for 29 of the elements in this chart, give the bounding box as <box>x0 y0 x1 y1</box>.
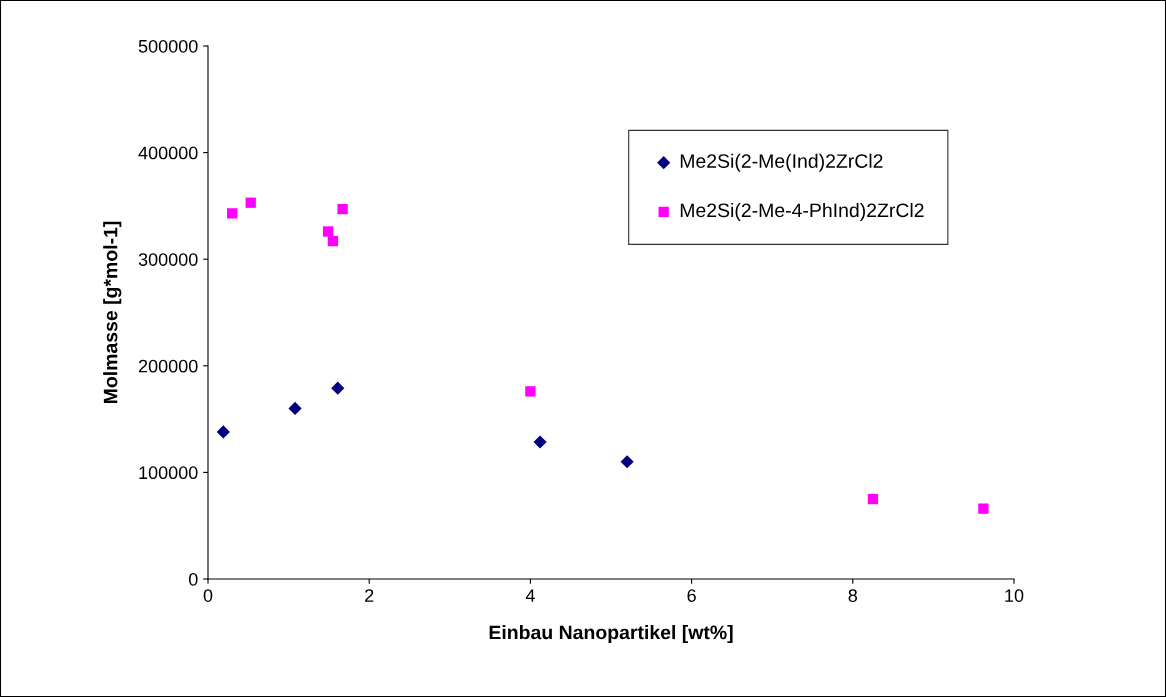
point <box>327 235 339 247</box>
y-axis-title: Molmasse [g*mol-1] <box>103 221 122 404</box>
y-tick-label: 300000 <box>138 253 198 266</box>
point <box>525 386 536 397</box>
x-tick-label: 6 <box>687 589 696 602</box>
point <box>331 381 345 395</box>
x-tick-label: 0 <box>203 589 213 602</box>
y-tick-label: 0 <box>188 572 198 586</box>
point <box>288 401 302 416</box>
point <box>337 203 348 215</box>
y-tick-label: 100000 <box>139 466 198 480</box>
y-tick-label: 500000 <box>138 39 198 53</box>
point <box>533 435 547 449</box>
y-tick-label: 200000 <box>138 359 198 373</box>
point <box>322 226 334 237</box>
point <box>867 493 879 505</box>
legend-label: Me2Si(2-Me-4-PhInd)2ZrCl2 <box>680 202 924 222</box>
point <box>227 208 238 219</box>
point <box>245 197 256 208</box>
point <box>978 503 989 514</box>
x-tick-label: 8 <box>848 589 858 602</box>
point <box>216 425 230 439</box>
y-tick-label: 400000 <box>138 146 198 160</box>
x-tick-label: 10 <box>1005 589 1024 602</box>
x-axis-title: Einbau Nanopartikel [wt%] <box>489 625 733 644</box>
point <box>620 455 634 469</box>
x-tick-label: 4 <box>525 589 535 602</box>
legend-label: Me2Si(2-Me(Ind)2ZrCl2 <box>680 153 883 172</box>
x-tick-label: 2 <box>365 589 374 602</box>
